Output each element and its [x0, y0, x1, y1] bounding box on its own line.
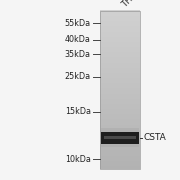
- Bar: [101, 128, 139, 147]
- Text: CSTA: CSTA: [143, 133, 166, 142]
- Text: 10kDa: 10kDa: [65, 155, 91, 164]
- Text: THP-1: THP-1: [120, 0, 145, 9]
- Text: 15kDa: 15kDa: [65, 107, 91, 116]
- Text: 35kDa: 35kDa: [65, 50, 91, 59]
- Text: 40kDa: 40kDa: [65, 35, 91, 44]
- Text: 55kDa: 55kDa: [65, 19, 91, 28]
- Bar: [100, 11, 140, 169]
- Text: 25kDa: 25kDa: [65, 72, 91, 81]
- Bar: [104, 136, 136, 140]
- Bar: [101, 132, 139, 144]
